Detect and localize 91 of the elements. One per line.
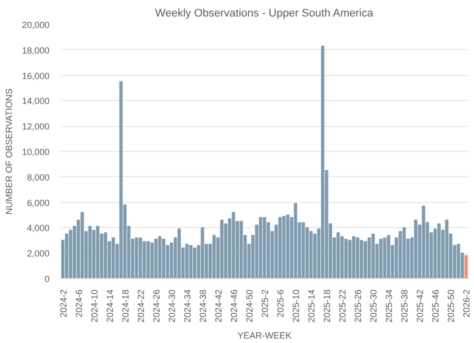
bar (336, 232, 340, 278)
x-tick-label: 2025-30 (368, 290, 379, 323)
x-tick-label: 2024-2 (58, 289, 68, 318)
bar (282, 216, 286, 278)
bar (278, 217, 282, 278)
bar (321, 46, 324, 278)
bar (92, 230, 96, 278)
x-tick-label: 2025-38 (400, 290, 410, 323)
bar (364, 241, 367, 278)
bar (340, 236, 344, 278)
x-tick-label: 2024-10 (89, 290, 100, 323)
bar (386, 234, 390, 278)
bar (402, 227, 406, 278)
x-tick-label: 2024-18 (120, 290, 130, 323)
y-tick-label: 18,000 (22, 45, 50, 56)
x-tick-label: 2025-26 (353, 290, 364, 323)
chart-title: Weekly Observations - Upper South America (155, 8, 374, 20)
x-tick-label: 2025-34 (384, 290, 394, 323)
bar (65, 234, 68, 278)
bar (294, 203, 298, 278)
bar (119, 81, 123, 278)
x-tick-label: 2024-22 (136, 290, 146, 323)
bar (437, 223, 441, 278)
bar (414, 220, 418, 278)
bar (368, 237, 371, 278)
bar (162, 238, 166, 278)
bar (189, 244, 192, 278)
bar (88, 226, 92, 278)
bar (178, 228, 181, 278)
bar (398, 231, 402, 278)
y-tick-label: 8,000 (26, 172, 50, 182)
x-tick-label: 2025-18 (322, 290, 332, 323)
bar (240, 220, 243, 278)
bar (258, 217, 262, 278)
x-axis-title: YEAR-WEEK (237, 330, 292, 341)
x-tick-label: 2025-22 (338, 290, 348, 323)
x-tick-label: 2025-6 (276, 289, 286, 318)
bar (154, 238, 158, 278)
bar (352, 236, 356, 278)
bar (464, 255, 468, 278)
bar (383, 237, 386, 278)
y-tick-label: 6,000 (26, 198, 50, 208)
y-tick-label: 20,000 (22, 20, 50, 30)
bar (344, 238, 348, 278)
bar (220, 220, 224, 278)
bar (138, 237, 142, 278)
bar (146, 241, 150, 278)
bar (158, 236, 162, 278)
bar (445, 220, 448, 278)
y-tick-label: 16,000 (22, 70, 50, 81)
y-tick-label: 2,000 (26, 248, 50, 259)
x-tick-label: 2025-50 (446, 290, 456, 323)
bar (286, 214, 290, 278)
bar (112, 237, 115, 278)
bar (422, 206, 426, 278)
bar (262, 217, 266, 278)
y-tick-label: 12,000 (22, 122, 50, 132)
bar (68, 230, 72, 278)
bar (371, 234, 375, 278)
bar (309, 231, 313, 278)
bar (185, 244, 189, 278)
y-axis-title: NUMBER OF OBSERVATIONS (4, 88, 14, 215)
y-tick-label: 14,000 (22, 96, 50, 106)
bar (348, 240, 352, 278)
bar (232, 212, 236, 278)
x-tick-label: 2024-42 (213, 290, 224, 323)
bar (142, 241, 146, 278)
x-tick-label: 2024-6 (74, 289, 84, 318)
x-tick-label: 2024-14 (104, 290, 115, 323)
x-tick-label: 2024-46 (228, 290, 239, 323)
x-tick-label: 2024-34 (182, 290, 192, 323)
x-tick-label: 2026-2 (462, 289, 472, 318)
x-tick-label: 2025-14 (306, 290, 317, 323)
x-tick-label: 2025-2 (260, 289, 270, 318)
bar (80, 212, 84, 278)
x-tick-label: 2025-10 (291, 290, 302, 323)
bar (96, 226, 100, 278)
x-tick-label: 2025-46 (430, 290, 441, 323)
bar (302, 222, 305, 278)
x-tick-label: 2024-26 (151, 290, 162, 323)
y-tick-label: 4,000 (26, 223, 50, 234)
bar (193, 248, 196, 278)
bar (456, 244, 460, 278)
x-tick-label: 2024-38 (198, 290, 208, 323)
bar (200, 227, 204, 278)
bar (379, 238, 383, 278)
x-tick-label: 2025-42 (415, 290, 426, 323)
y-tick-label: 10,000 (22, 147, 50, 157)
x-tick-label: 2024-50 (244, 290, 254, 323)
y-tick-label: 0 (44, 274, 50, 284)
x-tick-label: 2024-30 (166, 290, 177, 323)
